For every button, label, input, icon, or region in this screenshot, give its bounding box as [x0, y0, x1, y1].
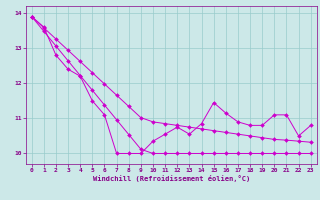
X-axis label: Windchill (Refroidissement éolien,°C): Windchill (Refroidissement éolien,°C)	[92, 175, 250, 182]
